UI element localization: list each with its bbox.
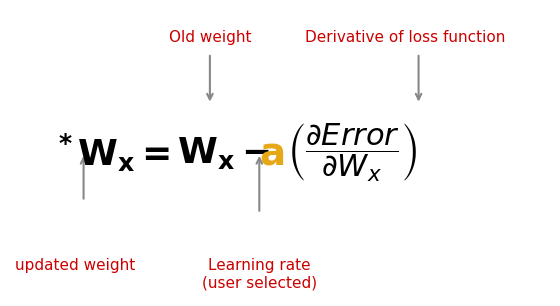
Text: updated weight: updated weight — [15, 258, 136, 273]
Text: $\mathbf{{}^*W_x = }$: $\mathbf{{}^*W_x = }$ — [53, 132, 171, 174]
Text: Derivative of loss function: Derivative of loss function — [305, 30, 505, 45]
Text: Learning rate
(user selected): Learning rate (user selected) — [202, 258, 317, 290]
Text: $\mathbf{a}$: $\mathbf{a}$ — [259, 134, 284, 172]
Text: $\mathbf{W_x -}$: $\mathbf{W_x -}$ — [177, 135, 270, 171]
Text: Old weight: Old weight — [169, 30, 251, 45]
Text: $\left(\dfrac{\partial \mathbf{\mathit{Error}}}{\partial \mathbf{\mathit{W_x}}}\: $\left(\dfrac{\partial \mathbf{\mathit{E… — [287, 122, 417, 184]
